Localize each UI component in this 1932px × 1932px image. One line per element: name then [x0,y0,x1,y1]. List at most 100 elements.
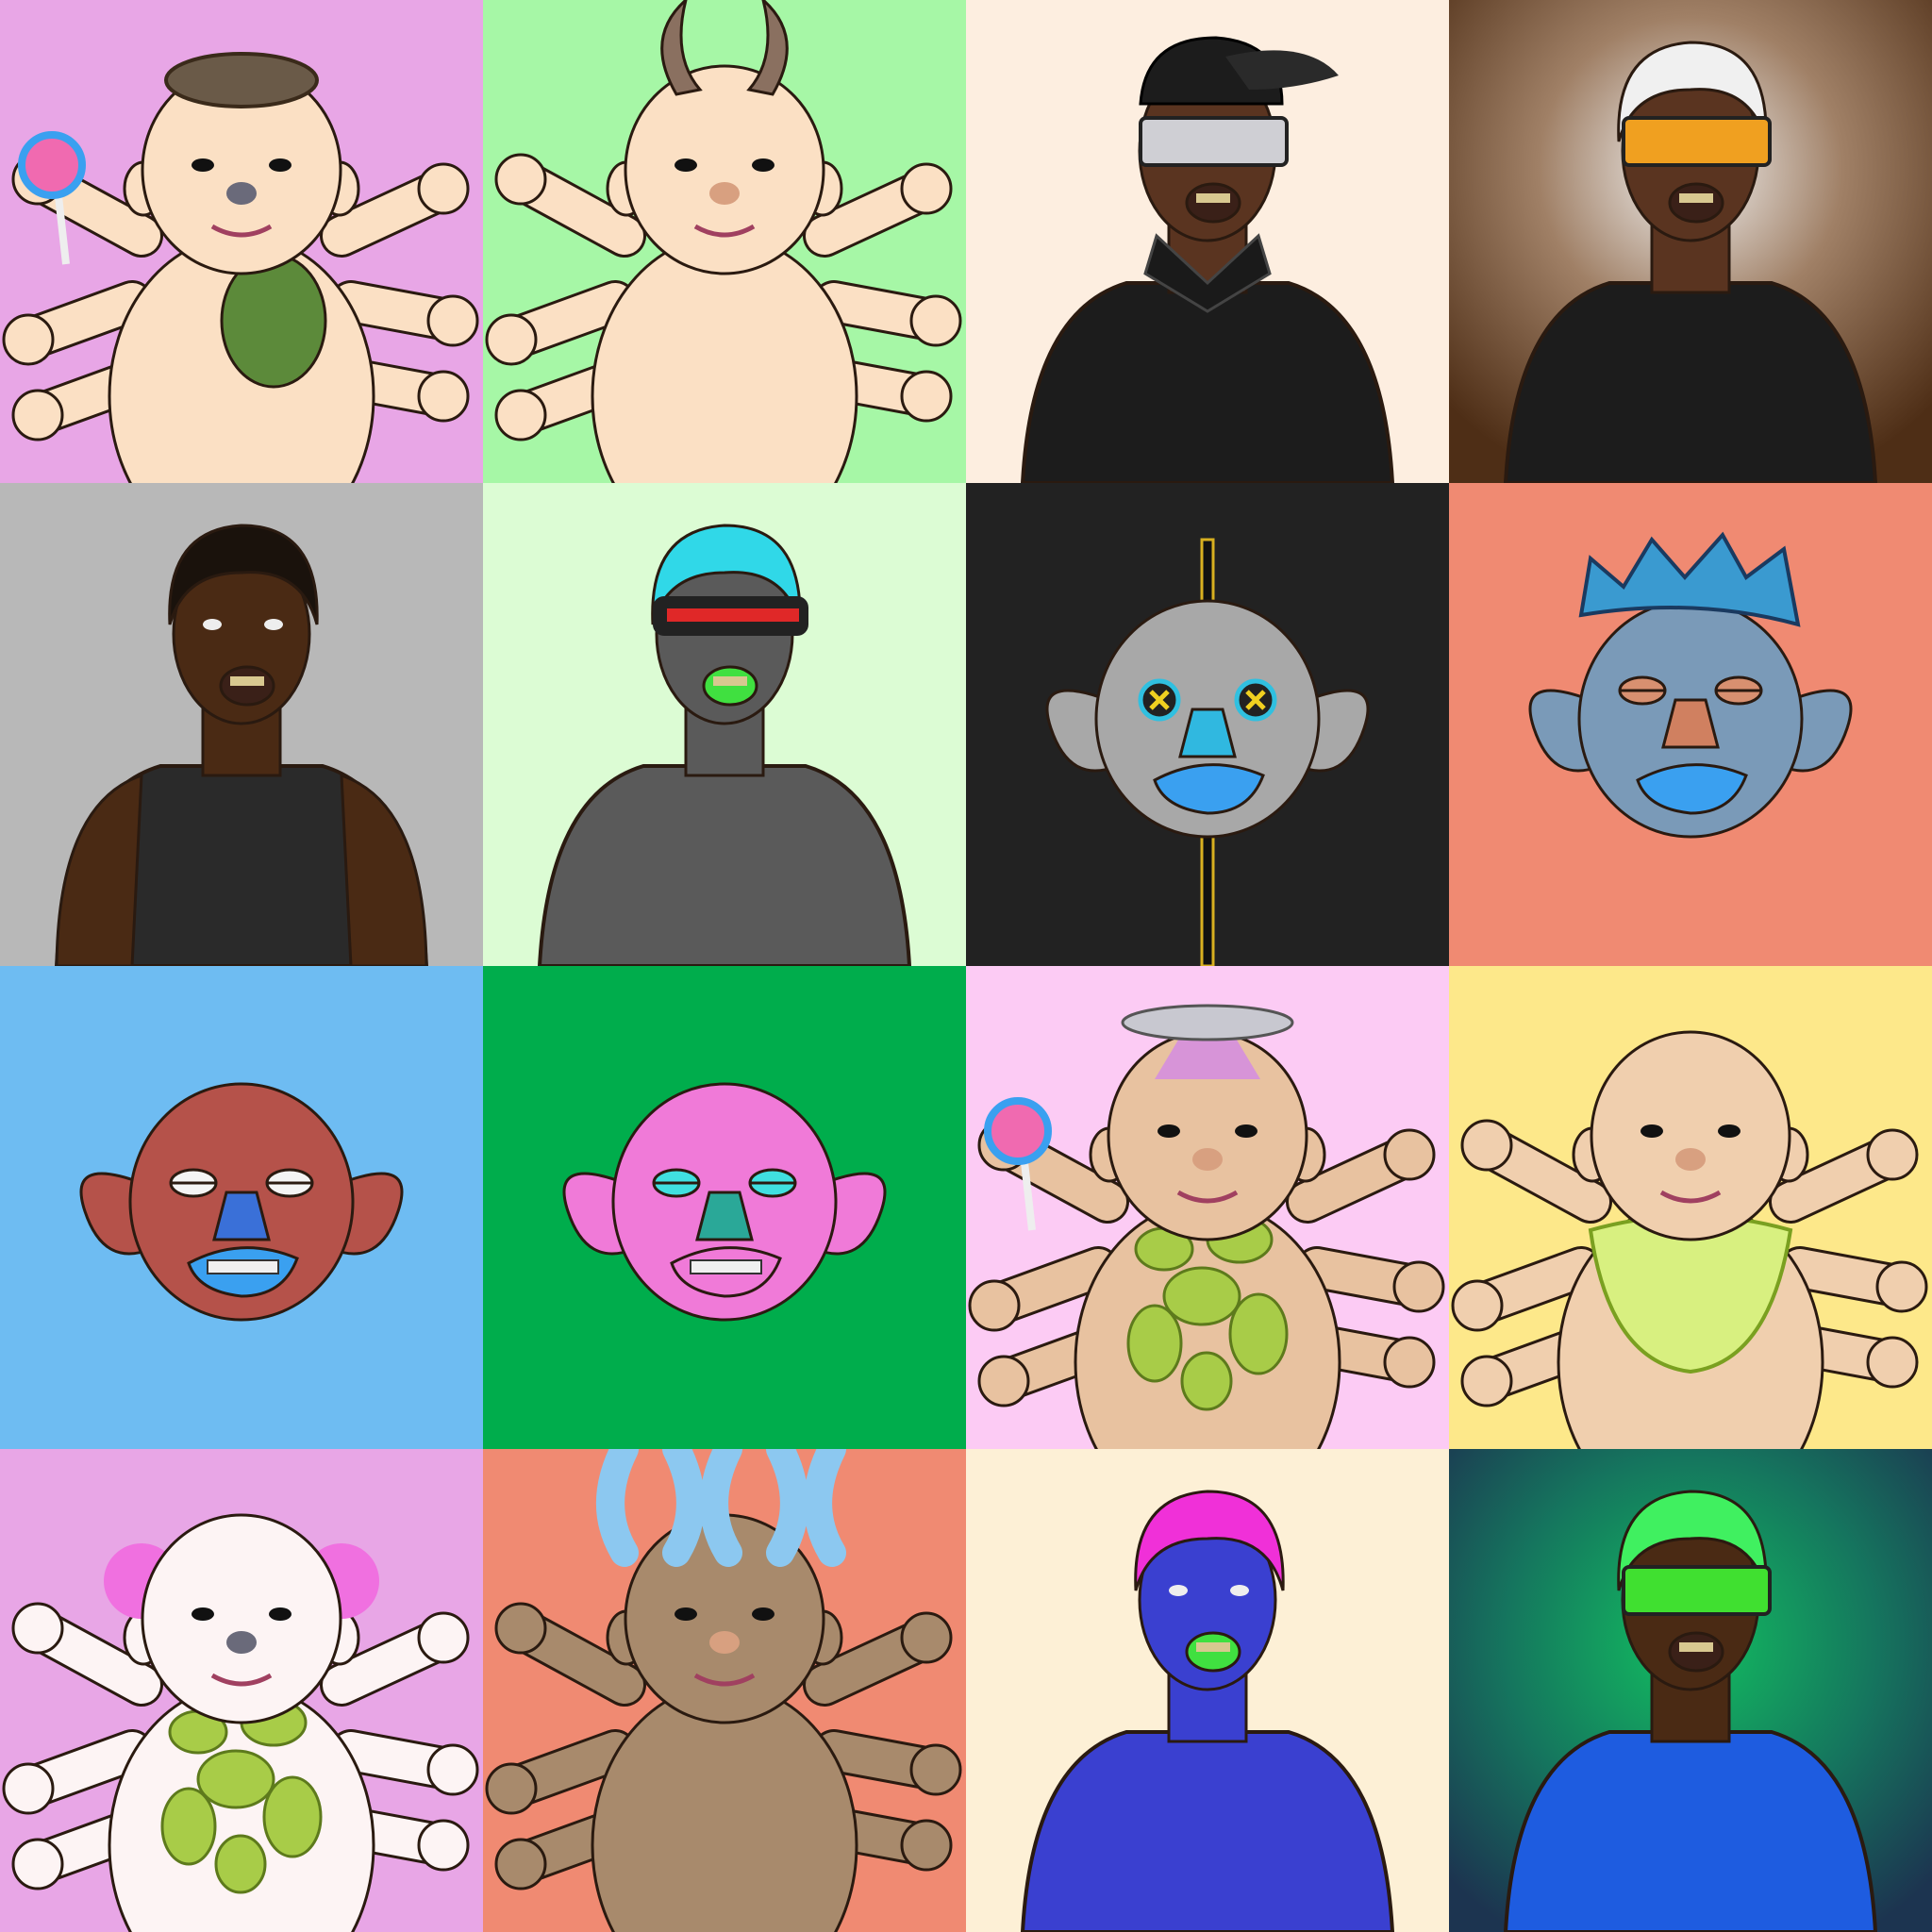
eye-x [1149,690,1170,710]
tile [1449,1449,1932,1932]
eye [1169,1585,1188,1596]
head [1590,1030,1791,1241]
nose [212,1191,271,1241]
ufo [1121,1004,1294,1041]
hand [1866,1336,1919,1389]
eye [1718,1124,1740,1138]
teeth [713,676,747,686]
slime [196,1749,275,1809]
character [1045,538,1370,966]
character [1020,1490,1395,1932]
tile [1449,0,1932,483]
hand [1875,1260,1928,1313]
arm [55,773,143,966]
hand [2,1762,55,1815]
nose [1178,708,1237,758]
hand [977,1355,1030,1407]
hand [485,1762,538,1815]
teeth [690,1259,762,1274]
hand [426,1743,479,1796]
teeth [1196,193,1230,203]
tile [0,0,483,483]
hand [494,1838,547,1890]
hand [1383,1128,1436,1181]
tile [483,0,966,483]
eye [1235,1124,1257,1138]
character [562,1082,887,1322]
torso [1020,281,1395,483]
tentacle [700,1449,742,1567]
slime [1228,1292,1289,1375]
tile [966,0,1449,483]
character [54,524,429,966]
nose [1192,1148,1223,1171]
tentacle [804,1449,846,1567]
torso [1503,281,1878,483]
tile [1449,966,1932,1449]
nose [1675,1148,1706,1171]
teeth [1679,193,1713,203]
mouth [693,224,756,238]
cap-brim [1225,50,1339,90]
hand [494,389,547,441]
tile [966,483,1449,966]
eye [269,158,291,172]
teeth [230,676,264,686]
hand [417,370,470,423]
hand [1383,1336,1436,1389]
glasses [1622,1565,1772,1616]
horn [660,0,703,96]
nose [695,1191,754,1241]
hair [168,524,319,625]
mouth [1659,1190,1722,1204]
ufo-beam [1155,1032,1260,1079]
eye [264,619,283,630]
tile [966,966,1449,1449]
hand [11,1838,64,1890]
hand [1451,1279,1504,1332]
hand [494,153,547,206]
character [485,0,962,483]
eye [752,158,774,172]
nose [1661,698,1720,749]
nose [226,1631,257,1654]
collar [1143,233,1272,313]
arm [340,773,428,966]
hand [900,162,953,215]
visor-lens [667,608,799,622]
head [141,1513,342,1724]
teeth [1679,1642,1713,1652]
character [1020,36,1395,483]
hand [900,370,953,423]
hand [1460,1355,1513,1407]
nest [164,52,319,108]
mouth [1176,1190,1239,1204]
tile [0,1449,483,1932]
eye [1230,1585,1249,1596]
eye [752,1607,774,1621]
eye [192,158,214,172]
tile [483,1449,966,1932]
lips [1636,763,1748,815]
hand [1460,1119,1513,1172]
character [1503,1490,1878,1932]
hand [417,162,470,215]
torso [1020,1730,1395,1932]
lollipop [984,1097,1052,1165]
eye [1641,1124,1663,1138]
character [1503,41,1878,483]
slime [1126,1304,1183,1383]
eye [203,619,222,630]
slime [1162,1266,1241,1326]
character [2,1513,479,1932]
nose [709,182,740,205]
character [1451,1030,1928,1449]
lips [1153,763,1265,815]
mouth [210,1673,273,1687]
eye [1158,1124,1180,1138]
hand [11,389,64,441]
hand [11,1602,64,1655]
hand [417,1819,470,1872]
